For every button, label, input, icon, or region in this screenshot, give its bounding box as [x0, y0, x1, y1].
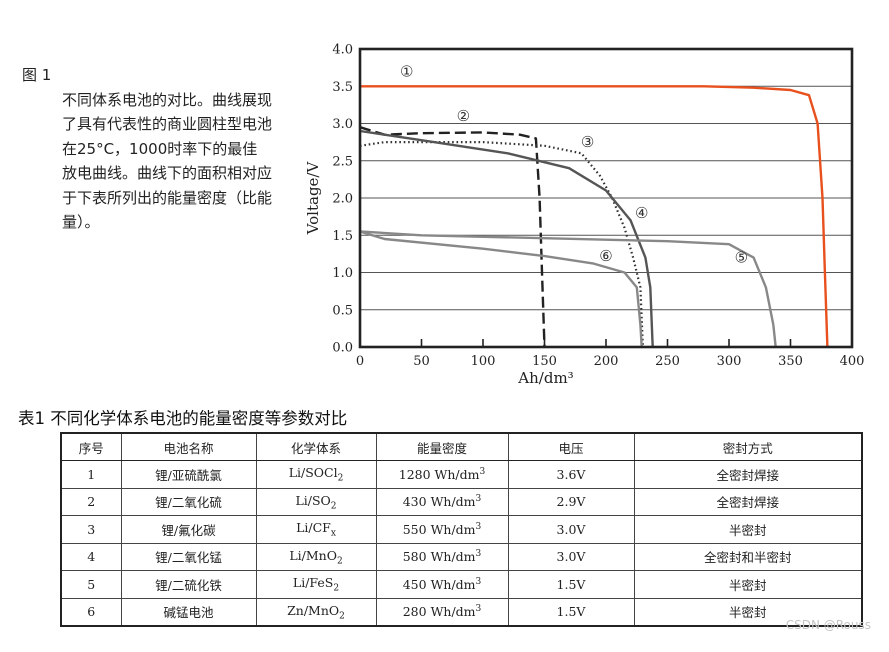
curve-label: ④: [635, 204, 648, 222]
x-tick-label: 250: [655, 354, 680, 369]
cell-energy-density: 550 Wh/dm3: [375, 515, 509, 544]
energy-density-table: 序号 电池名称 化学体系 能量密度 电压 密封方式 1 锂/亚硫酰氯 Li/SOCl…: [60, 432, 863, 627]
curve-label: ①: [400, 62, 413, 80]
table-row: 6 碱锰电池 Zn/MnO2 280 Wh/dm3 1.5V 半密封: [60, 597, 863, 627]
cell-seal: 全密封焊接: [633, 460, 863, 489]
x-axis-label: Ah/dm³: [517, 369, 573, 387]
cell-energy-density: 1280 Wh/dm3: [375, 460, 509, 489]
figure-caption: 图 1 不同体系电池的对比。曲线展现了具有代表性的商业圆柱型电池在25°C，10…: [22, 63, 272, 235]
cell-no: 2: [60, 487, 122, 516]
cell-seal: 半密封: [633, 570, 863, 599]
y-tick-label: 3.5: [332, 80, 353, 95]
cell-seal: 半密封: [633, 515, 863, 544]
cell-name: 锂/二氧化硫: [120, 487, 257, 516]
cell-no: 3: [60, 515, 122, 544]
cell-energy-density: 280 Wh/dm3: [375, 597, 509, 627]
header-name: 电池名称: [120, 432, 257, 461]
header-chem: 化学体系: [255, 432, 377, 461]
series-line: [359, 230, 777, 348]
cell-voltage: 3.6V: [507, 460, 635, 489]
cell-energy-density: 430 Wh/dm3: [375, 487, 509, 516]
cell-no: 1: [60, 460, 122, 489]
curve-label: ③: [581, 133, 594, 151]
cell-voltage: 3.0V: [507, 515, 635, 544]
y-tick-label: 0.0: [332, 341, 353, 356]
x-tick-label: 50: [413, 354, 430, 369]
y-tick-label: 0.5: [332, 303, 353, 318]
series-line: [359, 129, 654, 348]
curve-label: ⑤: [735, 249, 748, 267]
discharge-chart: 0.0 0.5 1.0 1.5 2.0 2.5 3.0 3.5 4.0 0 50 100 150 200 2…: [304, 43, 865, 388]
cell-seal: 全密封和半密封: [633, 542, 863, 571]
cell-chemistry: Zn/MnO2: [255, 597, 377, 627]
table-row: 3 锂/氟化碳 Li/CFx 550 Wh/dm3 3.0V 半密封: [60, 515, 863, 544]
header-no: 序号: [60, 432, 122, 461]
y-tick-label: 3.0: [332, 117, 353, 132]
header-energy: 能量密度: [375, 432, 509, 461]
x-tick-label: 200: [594, 354, 619, 369]
cell-seal: 半密封: [633, 597, 863, 627]
y-tick-label: 2.0: [332, 192, 353, 207]
x-tick-label: 350: [778, 354, 803, 369]
cell-no: 4: [60, 542, 122, 571]
table-row: 2 锂/二氧化硫 Li/SO2 430 Wh/dm3 2.9V 全密封焊接: [60, 487, 863, 516]
cell-voltage: 1.5V: [507, 597, 635, 627]
y-tick-label: 1.5: [332, 229, 353, 244]
table-row: 1 锂/亚硫酰氯 Li/SOCl2 1280 Wh/dm3 3.6V 全密封焊接: [60, 460, 863, 489]
cell-chemistry: Li/SOCl2: [255, 460, 377, 489]
plot-frame: [358, 47, 854, 349]
cell-name: 碱锰电池: [120, 597, 257, 627]
header-seal: 密封方式: [633, 432, 863, 461]
caption-body: 不同体系电池的对比。曲线展现了具有代表性的商业圆柱型电池在25°C，1000时率…: [62, 90, 273, 232]
cell-energy-density: 580 Wh/dm3: [375, 542, 509, 571]
cell-name: 锂/二硫化铁: [120, 570, 257, 599]
cell-chemistry: Li/CFx: [255, 515, 377, 544]
x-tick-label: 300: [717, 354, 742, 369]
table-title: 表1 不同化学体系电池的能量密度等参数对比: [18, 409, 348, 428]
cell-chemistry: Li/FeS2: [255, 570, 377, 599]
cell-name: 锂/氟化碳: [120, 515, 257, 544]
x-tick-label: 400: [840, 354, 865, 369]
curve-label: ②: [457, 107, 470, 125]
x-tick-label: 150: [532, 354, 557, 369]
x-tick-label: 100: [471, 354, 496, 369]
series-line: [359, 141, 644, 348]
cell-no: 6: [60, 597, 122, 627]
table-row: 4 锂/二氧化锰 Li/MnO2 580 Wh/dm3 3.0V 全密封和半密封: [60, 542, 863, 571]
caption-head: 图 1: [22, 66, 52, 84]
y-axis-label: Voltage/V: [304, 161, 322, 236]
watermark: CSDN @Rouss: [785, 618, 871, 632]
cell-name: 锂/亚硫酰氯: [120, 460, 257, 489]
series-line: [360, 85, 829, 348]
header-voltage: 电压: [507, 432, 635, 461]
cell-voltage: 3.0V: [507, 542, 635, 571]
y-tick-label: 2.5: [332, 154, 353, 169]
cell-energy-density: 450 Wh/dm3: [375, 570, 509, 599]
cell-voltage: 2.9V: [507, 487, 635, 516]
table-row: 5 锂/二硫化铁 Li/FeS2 450 Wh/dm3 1.5V 半密封: [60, 570, 863, 599]
curve-label: ⑥: [599, 247, 612, 265]
cell-chemistry: Li/SO2: [255, 487, 377, 516]
series-line: [359, 230, 643, 348]
y-tick-label: 1.0: [332, 266, 353, 281]
cell-voltage: 1.5V: [507, 570, 635, 599]
x-tick-label: 0: [356, 354, 364, 369]
y-tick-label: 4.0: [332, 43, 353, 58]
cell-name: 锂/二氧化锰: [120, 542, 257, 571]
cell-chemistry: Li/MnO2: [255, 542, 377, 571]
table-header-row: 序号 电池名称 化学体系 能量密度 电压 密封方式: [60, 432, 863, 461]
cell-seal: 全密封焊接: [633, 487, 863, 516]
cell-no: 5: [60, 570, 122, 599]
